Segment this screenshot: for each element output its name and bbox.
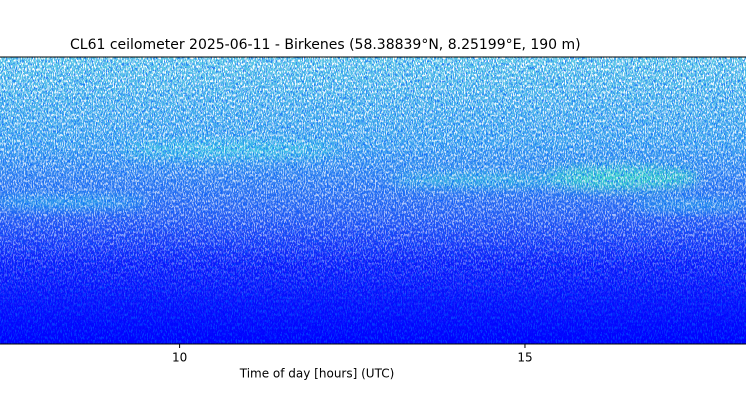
plot-area: [0, 56, 746, 345]
x-axis-label: Time of day [hours] (UTC): [239, 367, 395, 381]
x-tick-label: 15: [517, 351, 532, 365]
x-tick-label: 10: [172, 351, 187, 365]
chart-title: CL61 ceilometer 2025-06-11 - Birkenes (5…: [70, 37, 581, 53]
noise-light: [0, 57, 746, 344]
